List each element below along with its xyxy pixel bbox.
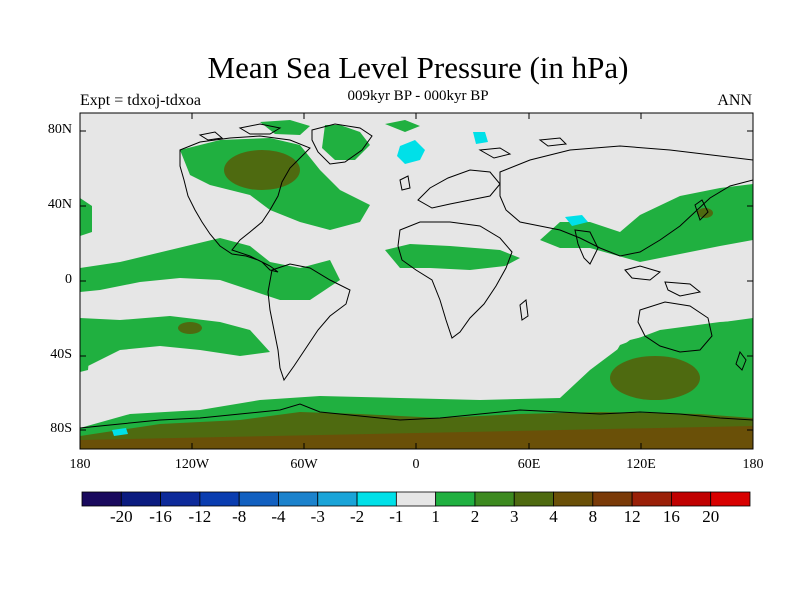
- arctic-patch-2: [385, 120, 420, 132]
- colorbar-label: -4: [271, 507, 286, 526]
- colorbar-label: -8: [232, 507, 247, 526]
- colorbar-label: 8: [588, 507, 598, 526]
- colorbar-label: 4: [549, 507, 558, 526]
- colorbar-swatch: [238, 491, 279, 507]
- negative-patch-arctic: [397, 140, 425, 164]
- colorbar-swatch: [474, 491, 515, 507]
- lat-label-80s: 80S: [50, 421, 72, 436]
- japan-cell: [697, 208, 713, 218]
- experiment-label: Expt = tdxoj-tdxoa: [80, 92, 202, 109]
- colorbar-label: 1: [431, 507, 440, 526]
- south-pacific-band: [80, 316, 270, 370]
- colorbar-swatch: [278, 491, 319, 507]
- antarctic-dark-band: [80, 412, 753, 440]
- colorbar-label: 12: [623, 507, 641, 526]
- colorbar-swatch: [710, 491, 751, 507]
- colorbar-swatch: [513, 491, 554, 507]
- negative-patch-tibet: [565, 215, 588, 226]
- lat-label-0: 0: [65, 272, 72, 287]
- asia-band: [540, 184, 753, 262]
- lat-label-80n: 80N: [47, 122, 72, 137]
- colorbar-label: 16: [662, 507, 680, 526]
- colorbar-swatch: [553, 491, 594, 507]
- coastlines: [80, 123, 753, 429]
- arctic-patch: [260, 120, 310, 135]
- season-label: ANN: [717, 92, 752, 109]
- greenland-patch: [322, 125, 370, 160]
- colorbar-label: -2: [349, 507, 365, 526]
- colorbar-label: -12: [188, 507, 212, 526]
- lon-label-0: 0: [412, 457, 420, 472]
- canada-high: [224, 150, 300, 190]
- colorbar-swatch: [631, 491, 672, 507]
- lon-label-120e: 120E: [626, 457, 656, 472]
- colorbar-swatch: [160, 491, 201, 507]
- colorbar-label: -3: [310, 507, 325, 526]
- colorbar-label: 3: [509, 507, 519, 526]
- lon-label-60w: 60W: [290, 457, 318, 472]
- colorbar-label: 2: [470, 507, 480, 526]
- lon-label-120w: 120W: [174, 457, 210, 472]
- map-ticks: [79, 113, 754, 449]
- south-pacific-cell: [178, 322, 202, 334]
- colorbar-swatch: [395, 491, 437, 507]
- colorbar-swatch: [199, 491, 240, 507]
- colorbar-label: -1: [389, 507, 404, 526]
- colorbar-label: 20: [702, 507, 720, 526]
- colorbar-swatch: [435, 491, 476, 507]
- lat-label-40n: 40N: [47, 197, 72, 212]
- colorbar-swatch: [81, 491, 122, 507]
- colorbar-label: -16: [149, 507, 172, 526]
- lon-label-180e: 180: [742, 457, 764, 472]
- lat-label-40s: 40S: [50, 347, 72, 362]
- colorbar-swatch: [317, 491, 358, 507]
- lon-label-180w: 180: [69, 457, 91, 472]
- colorbar-swatch: [120, 491, 161, 507]
- pacific-band: [80, 238, 340, 300]
- colorbar-swatch: [592, 491, 633, 507]
- negative-patch-arctic-2: [473, 132, 488, 144]
- colorbar-swatch: [671, 491, 712, 507]
- south-indian-high: [610, 356, 700, 400]
- negative-patch-antarctic: [112, 428, 128, 436]
- western-edge-patch: [80, 198, 92, 236]
- lon-label-60e: 60E: [517, 457, 541, 472]
- africa-band: [385, 244, 520, 270]
- colorbar-swatch: [356, 491, 397, 507]
- map-title: Mean Sea Level Pressure (in hPa): [207, 50, 629, 85]
- colorbar-label: -20: [109, 507, 133, 526]
- time-period-label: 009kyr BP - 000kyr BP: [347, 88, 489, 104]
